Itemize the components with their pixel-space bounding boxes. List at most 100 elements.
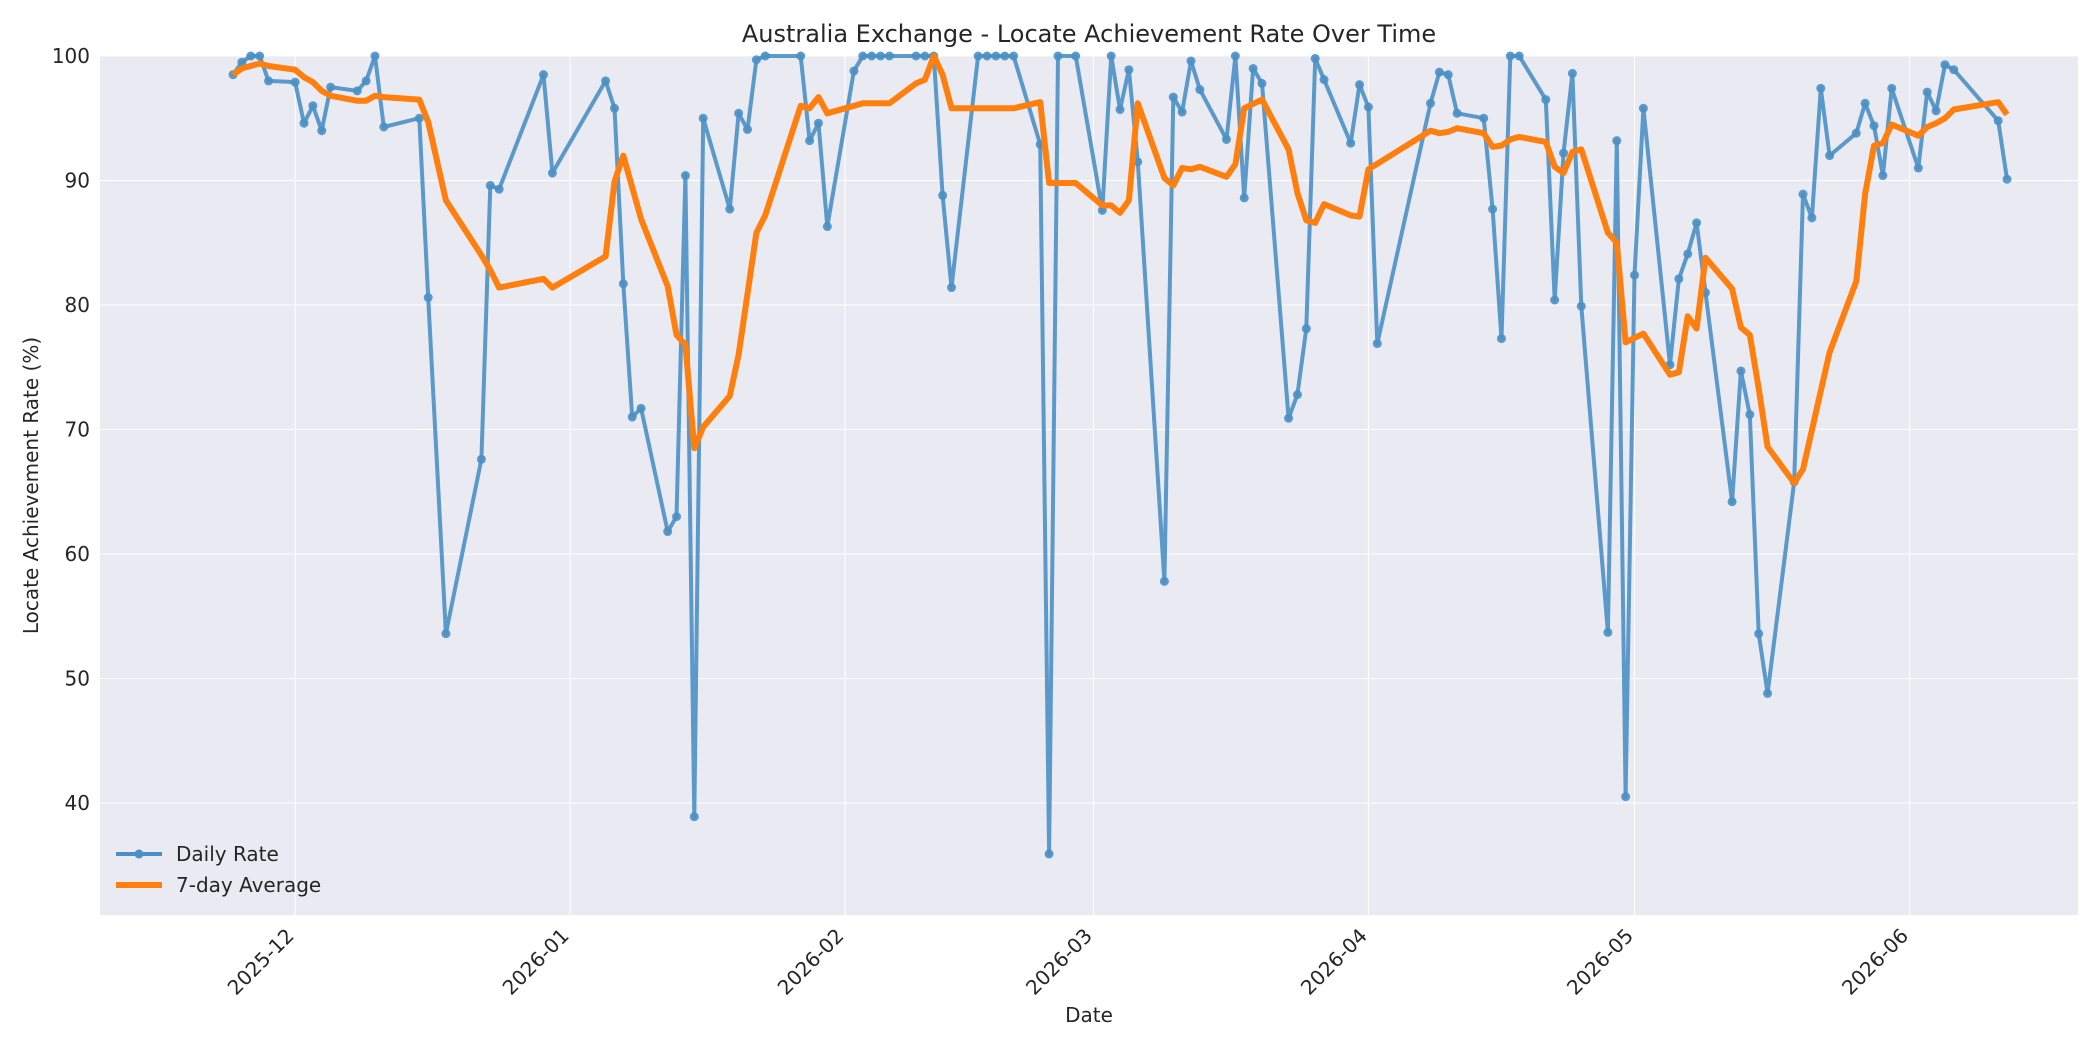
y-tick-label: 90 — [65, 168, 90, 192]
daily-rate-point — [1009, 51, 1019, 61]
daily-rate-point — [947, 283, 957, 293]
daily-rate-point — [1869, 121, 1879, 131]
daily-rate-point — [476, 454, 486, 464]
daily-rate-point — [1922, 87, 1932, 97]
daily-rate-point — [1434, 67, 1444, 77]
daily-rate-point — [1443, 70, 1453, 80]
daily-rate-point — [237, 57, 247, 67]
daily-rate-point — [796, 51, 806, 61]
y-tick-label: 100 — [52, 44, 90, 68]
daily-rate-point — [1496, 334, 1506, 344]
daily-rate-point — [1887, 83, 1897, 93]
daily-rate-point — [1745, 410, 1755, 420]
daily-rate-point — [1949, 65, 1959, 75]
series-layer — [228, 51, 2012, 859]
daily-rate-point — [1559, 148, 1569, 158]
daily-rate-point — [379, 122, 389, 132]
daily-rate-point — [1488, 204, 1498, 214]
daily-rate-point — [352, 86, 362, 96]
daily-rate-point — [1230, 51, 1240, 61]
daily-rate-point — [1763, 688, 1773, 698]
daily-rate-point — [1479, 113, 1489, 123]
daily-rate-point — [485, 180, 495, 190]
daily-rate-point — [1816, 83, 1826, 93]
daily-rate-point — [734, 108, 744, 118]
daily-rate-point — [884, 51, 894, 61]
daily-rate-point — [627, 412, 637, 422]
daily-rate-point — [547, 168, 557, 178]
y-tick-label: 60 — [65, 542, 90, 566]
daily-rate-point — [1106, 51, 1116, 61]
daily-rate-point — [1514, 51, 1524, 61]
daily-rate-point — [601, 76, 611, 86]
daily-rate-point — [973, 51, 983, 61]
daily-rate-point — [1425, 98, 1435, 108]
daily-rate-point — [938, 190, 948, 200]
plot-area — [100, 56, 2078, 915]
daily-rate-point — [1346, 138, 1356, 148]
daily-rate-point — [849, 66, 859, 76]
y-tick-label: 40 — [65, 791, 90, 815]
daily-rate-point — [538, 70, 548, 80]
daily-rate-point — [1248, 63, 1258, 73]
daily-rate-point — [1071, 51, 1081, 61]
x-axis-label: Date — [1065, 1003, 1113, 1027]
daily-rate-point — [370, 51, 380, 61]
legend-label: Daily Rate — [176, 842, 279, 866]
daily-rate-point — [1736, 366, 1746, 376]
daily-rate-point — [494, 184, 504, 194]
daily-rate-point — [1284, 413, 1294, 423]
daily-rate-point — [1851, 128, 1861, 138]
daily-rate-point — [680, 171, 690, 181]
y-tick-label: 80 — [65, 293, 90, 317]
daily-rate-point — [264, 76, 274, 86]
daily-rate-point — [441, 629, 451, 639]
daily-rate-point — [743, 124, 753, 134]
daily-rate-point — [876, 51, 886, 61]
daily-rate-point — [813, 118, 823, 128]
daily-rate-point — [414, 113, 424, 123]
daily-rate-line — [231, 54, 2009, 856]
daily-rate-point — [805, 136, 815, 146]
daily-rate-point — [1567, 68, 1577, 78]
daily-rate-point — [1310, 53, 1320, 63]
daily-rate-point — [920, 51, 930, 61]
daily-rate-point — [689, 812, 699, 822]
daily-rate-point — [1363, 102, 1373, 112]
daily-rate-point — [361, 76, 371, 86]
daily-rate-point — [1931, 106, 1941, 116]
daily-rate-point — [636, 403, 646, 413]
daily-rate-point — [609, 103, 619, 113]
daily-rate-point — [1177, 107, 1187, 117]
daily-rate-point — [1000, 51, 1010, 61]
daily-rate-point — [1319, 75, 1329, 85]
y-tick-label: 50 — [65, 666, 90, 690]
daily-rate-point — [1292, 390, 1302, 400]
daily-rate-point — [1168, 92, 1178, 102]
daily-rate-point — [1878, 171, 1888, 181]
daily-rate-point — [1452, 108, 1462, 118]
daily-rate-point — [423, 293, 433, 303]
daily-rate-point — [255, 51, 265, 61]
daily-rate-point — [1115, 105, 1125, 115]
daily-rate-point — [1603, 627, 1613, 637]
daily-rate-point — [1630, 270, 1640, 280]
daily-rate-point — [1798, 189, 1808, 199]
daily-rate-point — [1053, 51, 1063, 61]
daily-rate-point — [1186, 56, 1196, 66]
daily-rate-point — [618, 279, 628, 289]
daily-rate-point — [1541, 95, 1551, 105]
daily-rate-point — [1860, 98, 1870, 108]
daily-rate-point — [1550, 295, 1560, 305]
daily-rate-point — [1754, 629, 1764, 639]
daily-rate-point — [1674, 274, 1684, 284]
daily-rate-point — [1505, 51, 1515, 61]
legend-label: 7-day Average — [176, 873, 321, 897]
series-1 — [231, 53, 2010, 486]
moving-average-line — [231, 53, 2010, 486]
daily-rate-point — [1044, 849, 1054, 859]
daily-rate-point — [1576, 301, 1586, 311]
daily-rate-point — [290, 77, 300, 87]
daily-rate-point — [2002, 174, 2012, 184]
